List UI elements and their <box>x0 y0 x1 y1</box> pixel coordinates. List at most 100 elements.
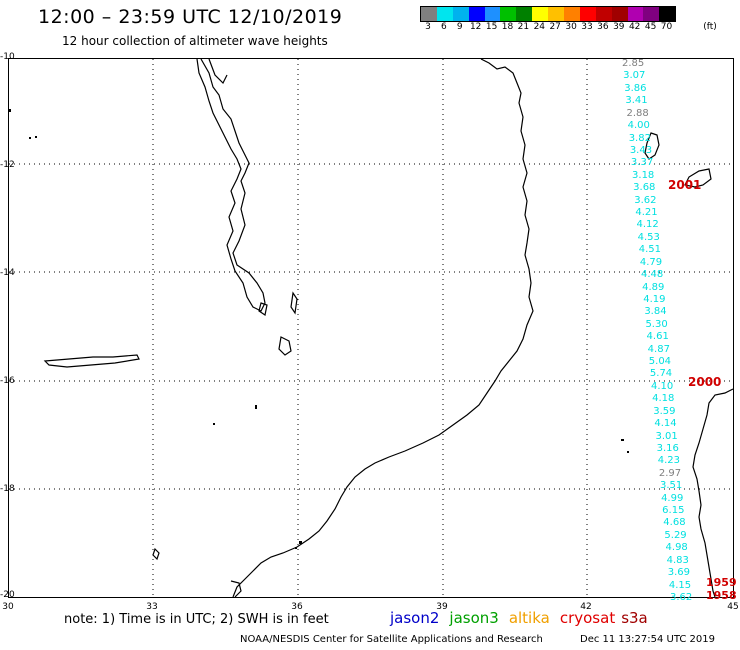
color-swatch <box>452 7 469 21</box>
lat-label: -18 <box>0 484 15 494</box>
wave-height-value: 4.83 <box>666 554 689 566</box>
wave-height-value: 3.43 <box>629 144 653 156</box>
wave-height-value: 4.18 <box>652 393 675 405</box>
color-swatch <box>500 7 517 21</box>
lon-label: 36 <box>291 602 303 612</box>
lat-label: -14 <box>0 268 15 278</box>
color-swatch <box>659 7 676 21</box>
color-scale-labels: 3 6 9 12 15 18 21 24 27 30 33 36 39 42 45 70 (ft) <box>420 22 740 34</box>
color-scale-label: 39 <box>613 22 625 32</box>
wave-height-value: 4.00 <box>627 120 650 132</box>
color-swatch <box>468 7 485 21</box>
cycle-label-2000: 2000 <box>688 375 722 389</box>
legend-altika: altika <box>508 609 550 627</box>
lat-label: -16 <box>0 376 15 386</box>
wave-height-value: 4.89 <box>642 281 665 293</box>
lat-label: -12 <box>0 160 15 170</box>
wave-height-value: 4.87 <box>647 343 670 355</box>
coastline-map <box>9 59 733 597</box>
wave-height-value: 4.99 <box>661 492 684 504</box>
color-scale-label: 12 <box>469 22 482 32</box>
lat-label: -10 <box>0 52 15 62</box>
color-swatch <box>421 7 437 21</box>
wave-height-value: 3.62 <box>670 592 693 603</box>
wave-height-value: 3.41 <box>625 95 648 107</box>
color-scale-label: 70 <box>660 22 673 32</box>
satellite-legend: jason2 jason3 altika cryosat s3a <box>390 609 658 627</box>
cycle-label-1958: 1958 <box>706 589 737 602</box>
color-swatch <box>516 7 533 21</box>
color-scale-label: 15 <box>485 22 498 32</box>
color-swatch <box>532 7 549 21</box>
wave-height-value: 2.88 <box>626 107 649 119</box>
credit-line: NOAA/NESDIS Center for Satellite Applica… <box>240 634 543 645</box>
wave-height-value: 3.82 <box>628 132 651 144</box>
color-scale-label: 42 <box>628 22 641 32</box>
wave-height-value: 4.14 <box>654 418 677 430</box>
color-swatch <box>436 7 453 21</box>
lat-label: -20 <box>0 590 15 600</box>
wave-height-value: 3.84 <box>644 306 667 318</box>
lon-label: 33 <box>146 602 158 612</box>
wave-height-value: 3.69 <box>667 567 691 579</box>
wave-height-value: 4.23 <box>657 455 680 467</box>
lon-label: 45 <box>727 602 739 612</box>
color-swatch <box>564 7 580 21</box>
map-frame <box>8 58 734 598</box>
wave-height-value: 4.19 <box>643 293 666 305</box>
chart-subtitle: 12 hour collection of altimeter wave hei… <box>62 34 328 48</box>
wave-height-value: 4.15 <box>668 579 692 591</box>
wave-height-value: 3.18 <box>632 169 655 181</box>
color-scale-label: 6 <box>441 22 447 32</box>
wave-height-value: 3.16 <box>656 442 679 454</box>
color-swatch <box>484 7 501 21</box>
wave-height-value: 4.10 <box>651 380 674 392</box>
color-scale-label: 36 <box>597 22 609 32</box>
wave-height-value: 5.04 <box>648 356 672 368</box>
wave-height-value: 4.48 <box>640 269 664 281</box>
wave-height-value: 4.98 <box>665 542 688 554</box>
color-scale-label: 18 <box>501 22 514 32</box>
color-swatch <box>643 7 660 21</box>
wave-height-value: 4.51 <box>638 244 661 256</box>
wave-height-value: 6.15 <box>662 505 685 517</box>
wave-height-value: 4.21 <box>635 207 658 219</box>
legend-cryosat: cryosat <box>559 609 616 627</box>
wave-height-value: 4.61 <box>646 331 669 343</box>
wave-height-value: 3.59 <box>653 405 676 417</box>
legend-jason2: jason2 <box>390 609 440 627</box>
color-scale-label: 24 <box>533 22 546 32</box>
wave-height-value: 4.79 <box>639 256 663 268</box>
cycle-label-1959: 1959 <box>706 576 737 589</box>
lon-label: 30 <box>2 602 14 612</box>
color-scale-label: 9 <box>456 22 463 32</box>
timestamp: Dec 11 13:27:54 UTC 2019 <box>580 634 715 645</box>
cycle-label-2001: 2001 <box>668 178 702 192</box>
color-scale-label: 30 <box>565 22 577 32</box>
wave-height-value: 3.51 <box>659 480 683 492</box>
wave-height-value: 3.01 <box>655 430 678 442</box>
wave-height-value: 3.37 <box>630 157 654 169</box>
lon-label: 42 <box>580 602 592 612</box>
color-scale-label: 27 <box>549 22 561 32</box>
wave-height-value: 2.85 <box>622 58 645 69</box>
color-swatch <box>548 7 565 21</box>
wave-height-value: 2.97 <box>658 467 682 479</box>
color-scale-unit: (ft) <box>703 22 717 32</box>
wave-height-value: 3.86 <box>624 82 647 94</box>
legend-s3a: s3a <box>621 609 648 627</box>
color-scale-bar <box>420 6 677 22</box>
legend-jason3: jason3 <box>449 609 499 627</box>
color-scale-label: 45 <box>644 22 657 32</box>
wave-height-value: 3.62 <box>634 194 657 206</box>
wave-height-value: 4.68 <box>663 517 686 529</box>
color-scale-label: 21 <box>517 22 530 32</box>
chart-title: 12:00 – 23:59 UTC 12/10/2019 <box>38 6 343 28</box>
color-swatch <box>579 7 596 21</box>
wave-height-value: 4.53 <box>637 231 660 243</box>
color-swatch <box>611 7 628 21</box>
color-swatch <box>627 7 644 21</box>
wave-height-value: 4.12 <box>636 219 659 231</box>
wave-height-value: 3.68 <box>633 182 656 194</box>
footnote: note: 1) Time is in UTC; 2) SWH is in fe… <box>64 612 329 627</box>
